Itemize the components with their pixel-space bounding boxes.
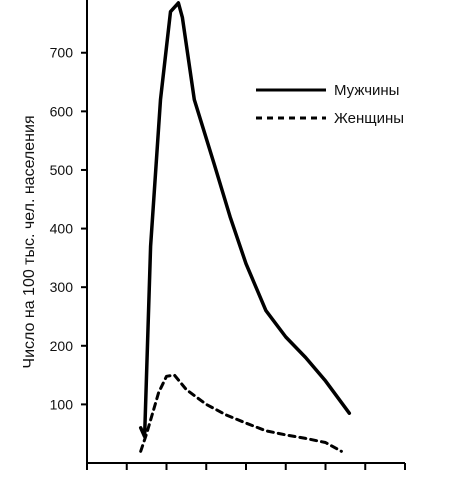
series-line-women: [139, 373, 343, 453]
series-lines: [138, 1, 352, 453]
legend-label-men: Мужчины: [334, 82, 399, 99]
series-line-men: [138, 1, 352, 439]
y-tick-label: 300: [50, 279, 74, 295]
legend-label-women: Женщины: [334, 110, 404, 127]
y-tick-label: 400: [50, 221, 74, 237]
axes: [86, 0, 405, 464]
y-tick-label: 100: [50, 396, 74, 412]
y-tick-label: 700: [50, 45, 74, 61]
ticks: 100 200 300 400 500 600 700: [50, 45, 406, 470]
y-axis-label: Число на 100 тыс. чел. населения: [21, 115, 38, 368]
y-tick-label: 600: [50, 103, 74, 119]
y-tick-label: 500: [50, 162, 74, 178]
y-tick-label: 200: [50, 338, 74, 354]
legend: Мужчины Женщины: [256, 82, 404, 127]
